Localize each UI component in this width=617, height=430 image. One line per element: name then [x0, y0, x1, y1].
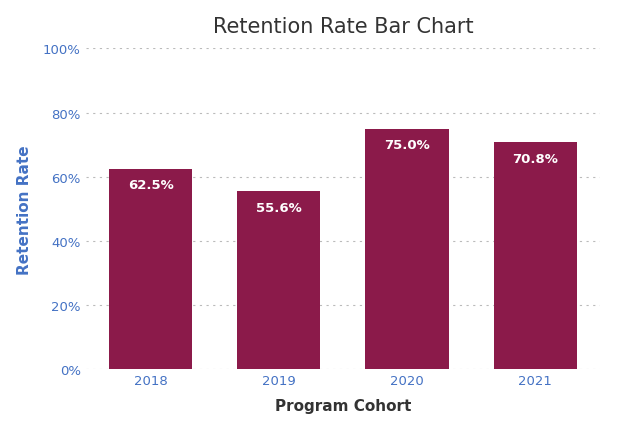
Text: 55.6%: 55.6%	[256, 201, 302, 214]
X-axis label: Program Cohort: Program Cohort	[275, 399, 411, 413]
Bar	[109, 169, 193, 369]
Text: 62.5%: 62.5%	[128, 179, 173, 192]
Text: 75.0%: 75.0%	[384, 139, 430, 152]
Bar	[365, 129, 449, 369]
Title: Retention Rate Bar Chart: Retention Rate Bar Chart	[213, 17, 473, 37]
Text: 70.8%: 70.8%	[512, 152, 558, 165]
Y-axis label: Retention Rate: Retention Rate	[17, 145, 31, 274]
Bar	[494, 143, 577, 369]
Bar	[237, 191, 320, 369]
